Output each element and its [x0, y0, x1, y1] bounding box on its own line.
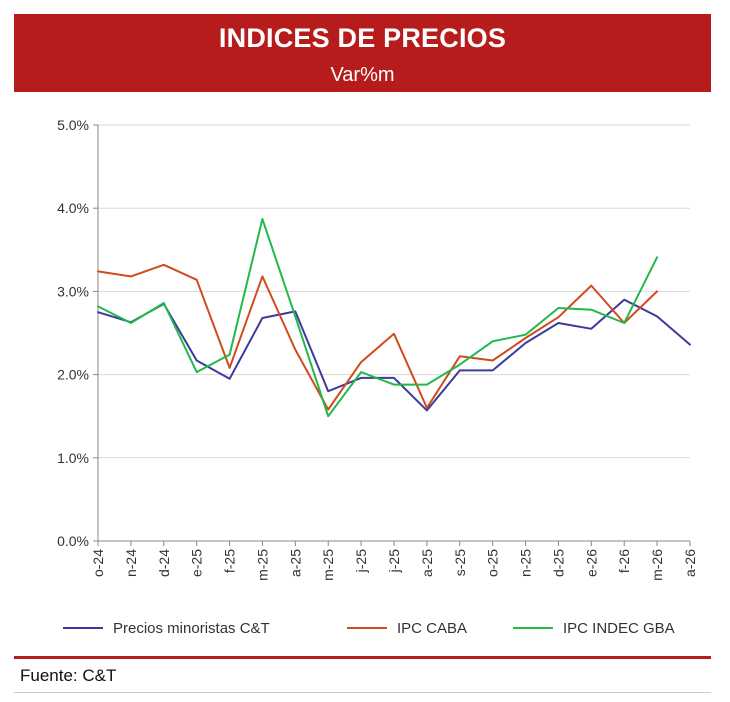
header-banner: INDICES DE PRECIOS Var%m — [14, 14, 711, 92]
legend-label: IPC CABA — [397, 620, 467, 637]
source-note: Fuente: C&T — [20, 666, 117, 685]
x-tick-label: f-26 — [616, 549, 632, 573]
x-tick-label: m-26 — [649, 549, 665, 581]
y-tick-label: 2.0% — [57, 367, 89, 383]
x-tick-label: j-25 — [353, 549, 369, 574]
y-axis-ticks: 0.0% 1.0% 2.0% 3.0% 4.0% 5.0% — [57, 117, 89, 549]
x-tick-label: d-24 — [156, 549, 172, 577]
footer-divider — [14, 656, 711, 659]
series-line — [97, 263, 659, 411]
x-tick-label: m-25 — [320, 549, 336, 581]
x-tick-label: a-25 — [287, 549, 303, 577]
x-tick-label: j-25 — [386, 549, 402, 574]
series-lines — [97, 218, 691, 418]
series-line — [97, 218, 659, 418]
y-tick-label: 5.0% — [57, 117, 89, 133]
x-tick-label: f-25 — [222, 549, 238, 573]
bottom-divider — [14, 692, 711, 693]
x-tick-label: m-25 — [254, 549, 270, 581]
x-tick-label: o-25 — [485, 549, 501, 577]
legend-label: IPC INDEC GBA — [563, 620, 675, 637]
gridlines — [98, 124, 690, 459]
x-tick-label: d-25 — [550, 549, 566, 577]
y-tick-label: 3.0% — [57, 283, 89, 299]
chart-subtitle: Var%m — [330, 64, 395, 86]
y-tick-label: 4.0% — [57, 200, 89, 216]
x-tick-label: a-25 — [419, 549, 435, 577]
legend: Precios minoristas C&T IPC CABA IPC INDEC … — [63, 620, 675, 637]
y-tick-label: 0.0% — [57, 533, 89, 549]
x-tick-label: n-25 — [518, 549, 534, 577]
x-tick-label: a-26 — [682, 549, 698, 577]
x-tick-label: n-24 — [123, 549, 139, 577]
legend-label: Precios minoristas C&T — [113, 620, 270, 637]
axes — [93, 124, 691, 546]
x-tick-label: e-25 — [189, 549, 205, 577]
y-tick-label: 1.0% — [57, 450, 89, 466]
x-tick-label: o-24 — [90, 549, 106, 577]
x-tick-label: e-26 — [583, 549, 599, 577]
chart-title: INDICES DE PRECIOS — [218, 23, 507, 53]
series-line — [97, 298, 691, 412]
x-axis-ticks: o-24 n-24 d-24 e-25 f-25 m-25 a-25 m-25 j-25 j-25… — [90, 549, 698, 581]
x-tick-label: s-25 — [452, 549, 468, 576]
